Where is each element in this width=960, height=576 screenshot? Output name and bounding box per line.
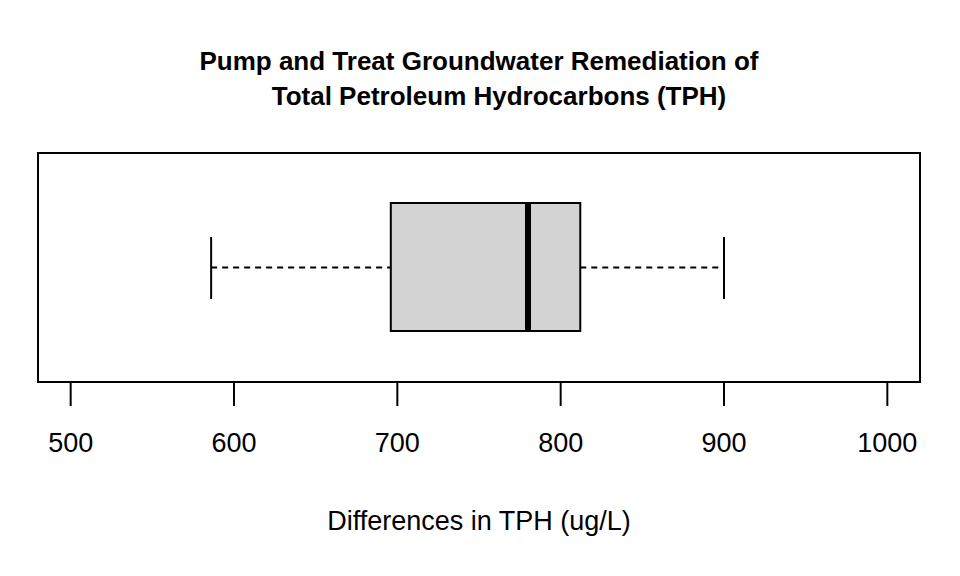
- x-tick-label: 900: [701, 428, 746, 458]
- whisker-cap-min: [210, 237, 212, 299]
- x-tick: [560, 382, 562, 406]
- chart-container: Pump and Treat Groundwater Remediation o…: [0, 0, 960, 576]
- chart-svg: Pump and Treat Groundwater Remediation o…: [0, 0, 960, 576]
- x-tick: [233, 382, 235, 406]
- title-line: Total Petroleum Hydrocarbons (TPH): [272, 81, 727, 111]
- background: [0, 0, 960, 576]
- median: [525, 203, 531, 331]
- plot-area: [211, 203, 724, 331]
- x-tick-label: 500: [48, 428, 93, 458]
- x-tick: [396, 382, 398, 406]
- x-tick-label: 600: [211, 428, 256, 458]
- x-tick: [70, 382, 72, 406]
- whisker-cap-max: [723, 237, 725, 299]
- x-tick: [723, 382, 725, 406]
- x-axis-label: Differences in TPH (ug/L): [327, 506, 631, 536]
- title: Pump and Treat Groundwater Remediation o…: [199, 46, 758, 111]
- whisker-low: [211, 267, 391, 269]
- plot-frame: [38, 153, 920, 382]
- x-tick-label: 800: [538, 428, 583, 458]
- box: [391, 203, 580, 331]
- title-line: Pump and Treat Groundwater Remediation o…: [199, 46, 758, 76]
- whisker-high: [580, 267, 724, 269]
- x-tick-label: 1000: [857, 428, 917, 458]
- x-tick-label: 700: [375, 428, 420, 458]
- x-tick: [886, 382, 888, 406]
